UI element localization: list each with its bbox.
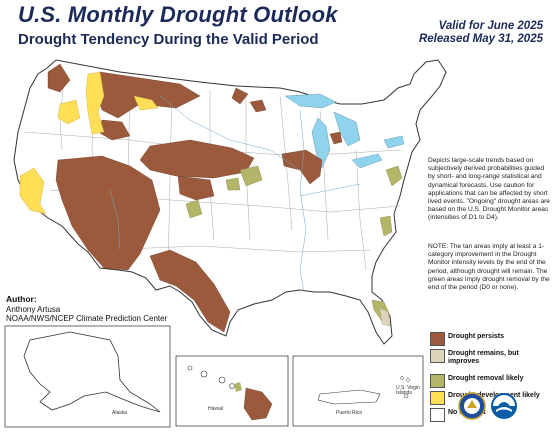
legend-swatch bbox=[430, 332, 445, 346]
map-subtitle: Drought Tendency During the Valid Period bbox=[18, 31, 319, 48]
alaska-label: Alaska bbox=[112, 410, 128, 416]
development-regions bbox=[19, 71, 159, 215]
hawaii-inset bbox=[175, 355, 289, 427]
improve-regions bbox=[379, 307, 391, 327]
map-title: U.S. Monthly Drought Outlook bbox=[18, 2, 338, 27]
hawaii-removal bbox=[234, 382, 242, 392]
hawaii-persist bbox=[243, 387, 273, 421]
alaska-land bbox=[23, 331, 161, 413]
legend-item-persist: Drought persists bbox=[430, 332, 552, 346]
legend-label: Drought removal likely bbox=[448, 375, 524, 382]
legend-item-improve: Drought remains, but improves bbox=[430, 349, 552, 371]
legend-item-development: Drought development likely bbox=[430, 391, 552, 405]
puerto-rico-land bbox=[317, 389, 381, 405]
legend-item-removal: Drought removal likely bbox=[430, 374, 552, 388]
author-heading: Author: bbox=[6, 294, 37, 304]
legend-label: Drought development likely bbox=[448, 392, 540, 399]
legend-label: Drought remains, but improves bbox=[448, 350, 519, 365]
rivers bbox=[109, 95, 361, 293]
puerto-rico-label: Puerto Rico bbox=[336, 410, 363, 416]
doc-seal-icon bbox=[458, 392, 486, 420]
legend: Drought persists Drought remains, but im… bbox=[430, 332, 552, 425]
release-date: Released May 31, 2025 bbox=[418, 33, 543, 45]
legend-swatch bbox=[430, 374, 445, 388]
legend-swatch bbox=[430, 349, 445, 363]
author-block: Author: Anthony Artusa NOAA/NWS/NCEP Cli… bbox=[6, 294, 168, 324]
author-org: NOAA/NWS/NCEP Climate Prediction Center bbox=[6, 314, 168, 323]
legend-label: Drought persists bbox=[448, 333, 505, 340]
legend-swatch bbox=[430, 408, 445, 422]
virgin-islands bbox=[400, 376, 410, 399]
persist-regions bbox=[47, 63, 343, 333]
note-text: NOTE: The tan areas imply at least a 1-c… bbox=[428, 243, 550, 292]
description-text: Depicts large-scale trends based on subj… bbox=[428, 157, 550, 222]
hawaii-label: Hawaii bbox=[208, 406, 224, 412]
noaa-logo-icon bbox=[491, 393, 517, 419]
legend-swatch bbox=[430, 391, 445, 405]
virgin-islands-label: U.S. Virgin Islands bbox=[396, 385, 420, 396]
author-name: Anthony Artusa bbox=[6, 304, 61, 314]
valid-date: Valid for June 2025 bbox=[438, 20, 543, 32]
hawaii-islands bbox=[187, 365, 235, 389]
date-block: Valid for June 2025 Released May 31, 202… bbox=[419, 20, 543, 46]
great-lakes bbox=[284, 93, 405, 169]
